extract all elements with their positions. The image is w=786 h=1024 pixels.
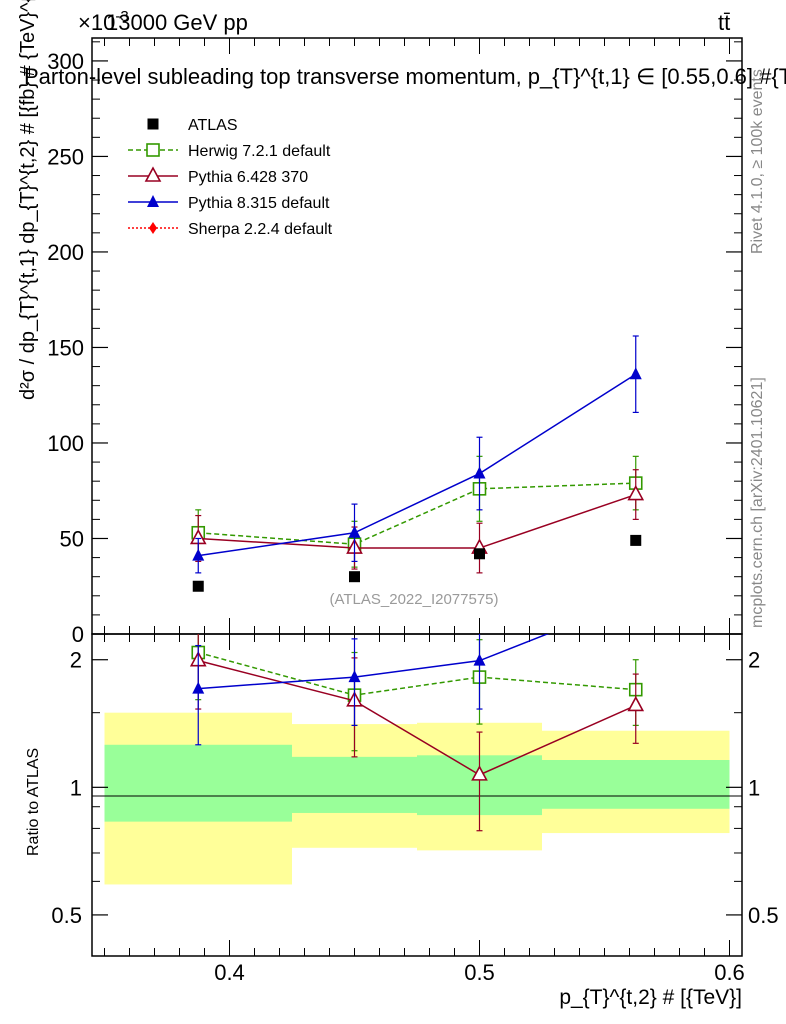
legend-item: ATLAS [147,117,238,134]
analysis-watermark: (ATLAS_2022_I2077575) [329,591,498,608]
atlas-data-point [474,548,485,560]
ratio-y-tick-label-right: 1 [748,775,760,800]
ratio-band-inner [104,744,730,822]
ratio-band-inner-bin-3 [542,760,730,809]
ratio-y-tick-label: 0.5 [51,903,82,928]
series-1-ratio-line [198,659,637,776]
series-2-main-point [473,466,486,479]
main-y-tick-label: 150 [47,335,84,360]
series-2-ratio-point [473,653,486,666]
atlas-data-point [192,580,204,592]
axis-tick-labels: 0 50 100 150 200 250 300 0.4 0.5 0.6 0.5 0.5 1 1 2 2 [47,49,778,985]
legend-marker [146,143,160,157]
legend-label: Sherpa 2.2.4 default [188,221,333,238]
legend: ATLAS Herwig 7.2.1 default Pythia 6.428 37… [128,117,333,238]
main-series [189,335,645,574]
series-0-main-line [198,482,636,545]
ratio-plot-frame [91,633,743,957]
legend-label: Herwig 7.2.1 default [188,143,331,160]
series-1-ratio-point [471,765,488,781]
legend-marker [144,166,162,182]
atlas-data-points [192,534,642,592]
legend-marker [147,118,159,130]
atlas-data-point [630,534,642,546]
ratio-y-tick-label: 1 [70,775,82,800]
ratio-series [189,592,645,832]
series-2-main-point [192,548,205,561]
main-y-axis-title: d²σ / dp_{T}^{t,1} dp_{T}^{t,2} # [{fb} … [17,0,39,400]
energy-label: 13000 GeV pp [106,10,248,35]
legend-item: Sherpa 2.2.4 default [128,221,333,238]
axis-ticks [92,38,742,956]
main-y-tick-label: 200 [47,240,84,265]
series-2-ratio-line [198,634,550,690]
x-tick-label: 0.5 [464,960,495,985]
series-2-main-point [348,525,361,538]
main-y-tick-label: 300 [47,49,84,74]
ratio-y-tick-label-right: 2 [748,648,760,673]
x-tick-label: 0.6 [714,960,745,985]
series-2-ratio-point [630,592,642,604]
legend-label: ATLAS [188,117,238,134]
main-y-tick-label: 100 [47,431,84,456]
exponent-power: -3 [115,8,128,25]
x-axis-title: p_{T}^{t,2} # [{TeV}] [559,986,742,1009]
ratio-band-inner-bin-1 [292,756,417,813]
exponent-base: ×10 [78,10,115,35]
series-0-ratio-line [198,651,636,696]
main-y-tick-label: 0 [72,622,84,647]
ratio-y-tick-label-right: 0.5 [748,903,779,928]
rivet-version-label: Rivet 4.1.0, ≥ 100k events [749,69,766,254]
series-2-main-line [198,373,637,557]
legend-marker [147,195,159,207]
legend-item: Pythia 6.428 370 [128,166,308,186]
mcplots-reference-label: mcplots.cern.ch [arXiv:2401.10621] [749,377,766,628]
main-y-tick-label: 250 [47,144,84,169]
exponent-label: ×10-3 [78,8,129,35]
series-2-main-point [629,367,642,380]
series-1-ratio-point [627,695,645,712]
legend-marker [149,222,157,234]
atlas-data-point [349,571,360,583]
legend-label: Pythia 6.428 370 [188,169,308,186]
ratio-band-inner-bin-0 [104,744,292,822]
series-2-ratio-point [192,681,205,694]
series-1-main-line [198,493,636,549]
process-label: tt̄ [718,10,730,35]
x-tick-label: 0.4 [214,960,245,985]
main-y-tick-label: 50 [60,526,84,551]
series-1-main-point [627,484,645,501]
legend-item: Pythia 8.315 default [128,195,330,212]
ratio-y-axis-title: Ratio to ATLAS [25,748,42,856]
ratio-y-tick-label: 2 [70,648,82,673]
legend-item: Herwig 7.2.1 default [128,143,331,160]
legend-label: Pythia 8.315 default [188,195,330,212]
plot-title: Parton-level subleading top transverse m… [24,64,786,89]
series-2-ratio-point [348,670,361,683]
